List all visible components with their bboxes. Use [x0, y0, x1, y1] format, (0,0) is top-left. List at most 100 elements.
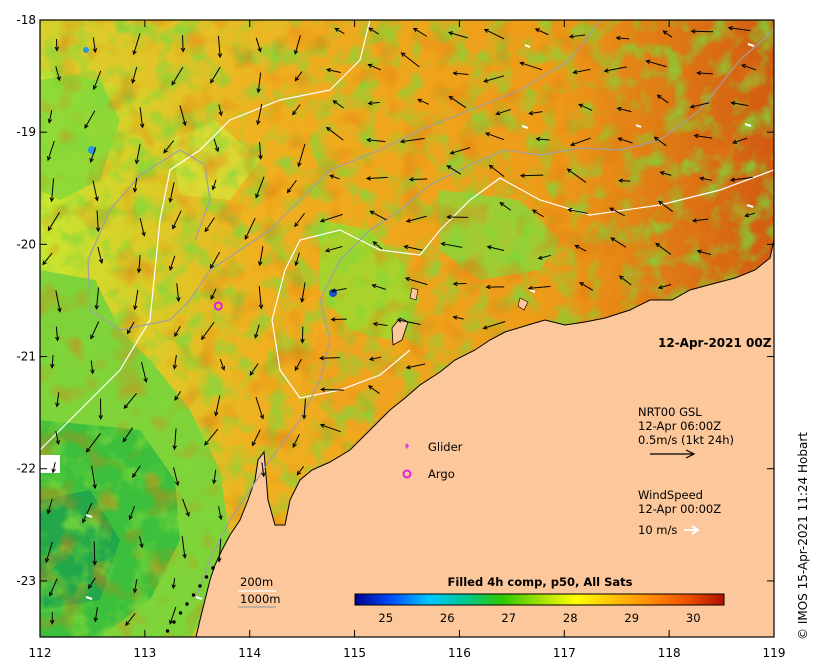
current-arrowhead — [319, 218, 325, 223]
current-arrowhead — [132, 50, 137, 56]
current-arrow — [213, 469, 217, 484]
current-arrowhead — [368, 27, 374, 32]
current-arrowhead — [485, 132, 491, 137]
current-arrowhead — [615, 35, 621, 41]
current-arrowhead — [727, 25, 733, 31]
current-arrow — [123, 393, 137, 409]
current-arrow — [210, 66, 221, 84]
current-arrowhead — [92, 85, 98, 91]
current-arrow — [528, 285, 551, 289]
current-arrowhead — [618, 178, 624, 183]
current-arrow — [45, 541, 53, 563]
current-arrowhead — [259, 414, 265, 420]
current-arrow — [176, 283, 180, 302]
current-arrowhead — [452, 281, 458, 287]
current-arrow — [56, 392, 60, 407]
current-arrow — [320, 357, 341, 359]
current-arrowhead — [689, 104, 695, 109]
current-arrow — [257, 103, 263, 125]
current-arrowhead — [412, 27, 418, 33]
glider-track-point — [211, 566, 215, 570]
current-arrow — [134, 289, 139, 310]
colorbar-label: 28 — [563, 611, 578, 625]
current-arrow — [296, 466, 305, 475]
current-arrowhead — [371, 283, 377, 289]
current-arrowhead — [90, 334, 95, 340]
current-arrowhead — [330, 288, 337, 293]
current-arrowhead — [255, 193, 260, 199]
current-arrow — [259, 141, 262, 159]
current-arrowhead — [174, 395, 179, 401]
current-arrowhead — [143, 377, 148, 383]
current-arrowhead — [296, 470, 302, 476]
current-arrow — [370, 210, 387, 221]
current-arrow — [92, 180, 98, 201]
current-arrow — [97, 246, 103, 264]
current-arrow — [182, 498, 190, 517]
current-arrowhead — [172, 224, 177, 230]
current-arrowhead — [448, 95, 454, 101]
current-arrowhead — [452, 71, 458, 76]
current-arrowhead — [185, 511, 190, 517]
current-arrowhead — [169, 619, 174, 625]
current-arrowhead — [210, 78, 215, 84]
current-arrow — [447, 165, 461, 175]
current-arrowhead — [578, 103, 584, 108]
current-arrowhead — [82, 518, 87, 524]
current-arrow — [51, 178, 55, 202]
current-arrowhead — [204, 227, 209, 233]
current-arrowhead — [128, 515, 133, 521]
current-arrow — [329, 175, 340, 180]
current-arrowhead — [168, 197, 173, 203]
current-arrowhead — [319, 423, 325, 429]
current-arrowhead — [447, 31, 454, 36]
argo-marker — [213, 301, 223, 311]
current-arrowhead — [210, 263, 215, 269]
colorbar-label: 26 — [440, 611, 455, 625]
glider-track-point — [165, 629, 170, 633]
current-arrow — [663, 30, 673, 38]
current-arrow — [728, 27, 751, 32]
isobath-legend: 200m 1000m — [238, 575, 280, 608]
current-arrow — [287, 179, 297, 193]
current-arrow — [646, 60, 667, 68]
current-arrow — [172, 578, 176, 589]
current-arrowhead — [446, 165, 452, 170]
y-tick-label: -19 — [16, 125, 36, 139]
current-arrow — [55, 290, 61, 312]
current-arrowhead — [691, 218, 697, 223]
current-arrow — [140, 361, 147, 382]
current-arrowhead — [449, 150, 455, 155]
current-arrow — [732, 137, 748, 144]
current-arrow — [95, 287, 100, 310]
current-arrow — [179, 105, 186, 126]
current-arrowhead — [485, 284, 491, 290]
current-arrowhead — [56, 76, 61, 82]
current-arrowhead — [256, 88, 261, 94]
current-arrow — [139, 107, 144, 128]
current-arrow — [132, 465, 141, 478]
current-arrow — [122, 427, 133, 442]
y-tick-label: -21 — [16, 350, 36, 364]
x-tick-label: 115 — [343, 646, 366, 660]
current-arrow — [536, 138, 550, 141]
current-arrow — [135, 144, 141, 164]
current-arrowhead — [618, 275, 624, 280]
current-arrow — [48, 110, 53, 123]
current-arrow — [400, 137, 425, 143]
land — [195, 239, 774, 637]
current-arrowhead — [527, 285, 533, 291]
current-arrowhead — [292, 110, 297, 116]
current-arrow — [301, 282, 306, 302]
x-tick-label: 117 — [553, 646, 576, 660]
current-arrowhead — [616, 106, 622, 112]
current-arrow — [691, 30, 714, 33]
current-arrowhead — [47, 226, 53, 232]
current-arrow — [575, 245, 587, 252]
current-arrow — [49, 578, 58, 596]
current-arrowhead — [182, 553, 187, 559]
current-arrowhead — [365, 176, 371, 181]
current-arrow — [406, 363, 426, 369]
current-arrowhead — [55, 402, 60, 408]
glider-track-point — [159, 638, 162, 641]
